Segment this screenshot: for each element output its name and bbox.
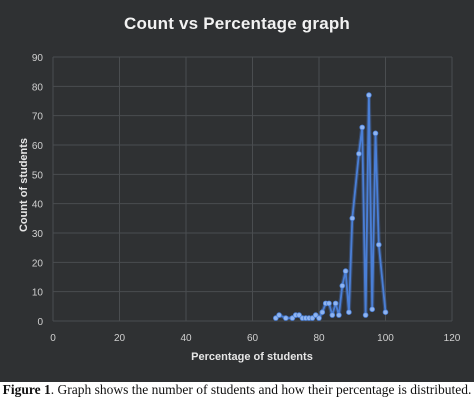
data-point: [356, 151, 362, 157]
caption-text: . Graph shows the number of students and…: [50, 382, 472, 397]
data-point: [349, 215, 356, 222]
x-axis-label: Percentage of students: [191, 351, 313, 363]
y-tick-labels: 0 10 20 30 40 50 60 70 80 90: [32, 53, 44, 328]
x-tick-label: 80: [313, 333, 325, 344]
line-chart: 0 10 20 30 40 50 60 70 80 90 0 20 40 60 80 100 120 Coun…: [18, 53, 461, 363]
chart-panel: Count vs Percentage graph 0 10 20 30 40 50 60 7…: [0, 0, 474, 382]
data-point: [316, 315, 322, 321]
y-tick-label: 70: [32, 112, 44, 123]
data-point: [366, 92, 372, 98]
y-tick-label: 0: [37, 317, 43, 328]
y-tick-label: 60: [32, 141, 44, 152]
data-point: [276, 312, 282, 318]
y-tick-label: 50: [32, 170, 44, 181]
data-point: [339, 282, 346, 289]
series-count: [272, 92, 389, 321]
data-point: [375, 241, 382, 248]
y-tick-label: 90: [32, 53, 44, 64]
x-tick-label: 60: [247, 333, 259, 344]
data-point: [329, 312, 336, 318]
data-point: [326, 300, 332, 307]
x-tick-labels: 0 20 40 60 80 100 120: [50, 333, 461, 344]
data-point: [369, 306, 376, 313]
gridlines: [52, 56, 453, 322]
y-tick-label: 20: [32, 258, 44, 269]
data-point: [346, 309, 352, 316]
data-point: [362, 312, 369, 318]
figure-caption: Figure 1. Graph shows the number of stud…: [0, 382, 474, 412]
data-point: [359, 124, 366, 131]
data-point: [336, 312, 342, 318]
data-point: [319, 309, 326, 316]
y-tick-label: 40: [32, 200, 44, 211]
data-point: [342, 268, 349, 274]
x-tick-label: 40: [180, 333, 192, 344]
chart-title: Count vs Percentage graph: [123, 14, 351, 33]
data-point: [372, 130, 379, 137]
y-tick-label: 10: [32, 288, 44, 299]
x-tick-label: 120: [444, 333, 461, 344]
y-tick-label: 80: [32, 82, 44, 93]
y-axis-label: Count of students: [18, 138, 30, 232]
x-tick-label: 20: [114, 333, 126, 344]
x-tick-label: 0: [50, 333, 56, 344]
y-tick-label: 30: [32, 229, 44, 240]
data-point: [282, 315, 289, 321]
data-point: [332, 300, 339, 307]
data-point: [382, 309, 389, 316]
caption-label: Figure 1: [2, 382, 51, 397]
x-tick-label: 100: [377, 333, 394, 344]
